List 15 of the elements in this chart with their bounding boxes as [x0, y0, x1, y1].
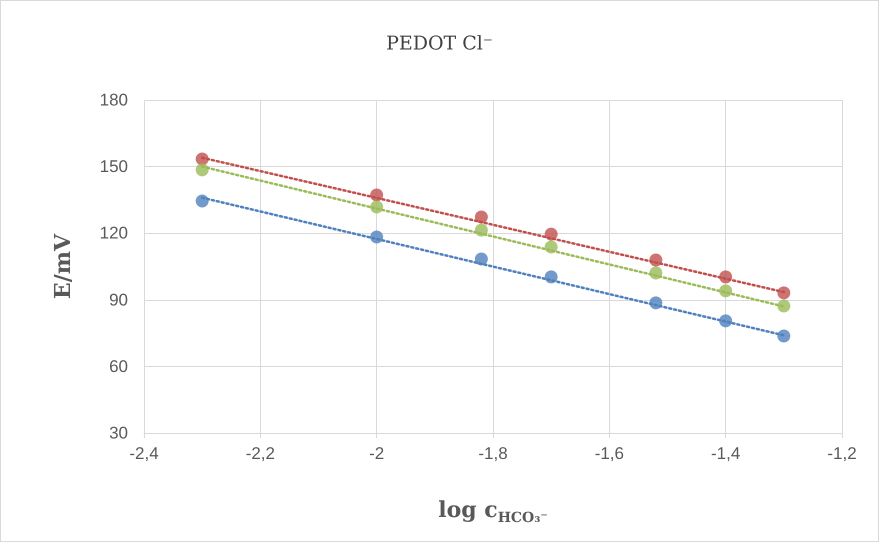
x-tick-label: -1,4 [711, 444, 740, 463]
x-tick-label: -2,2 [246, 444, 275, 463]
y-tick-label: 180 [100, 90, 128, 110]
y-tick-label: 150 [100, 157, 128, 176]
x-tick-label: -1,8 [478, 444, 508, 463]
x-tick-label: -1,2 [827, 444, 857, 463]
chart-title: PEDOT Cl⁻ [386, 32, 493, 54]
y-axis-title: E/mV [50, 232, 76, 300]
y-tick-label: 90 [109, 290, 128, 310]
x-tick-label: -2,4 [129, 444, 159, 463]
x-tick-label: -2 [369, 444, 384, 463]
y-tick-label: 60 [109, 356, 128, 376]
y-tick-label: 120 [100, 224, 128, 243]
y-tick-label: 30 [109, 424, 128, 442]
x-tick-label: -1,6 [594, 444, 624, 463]
